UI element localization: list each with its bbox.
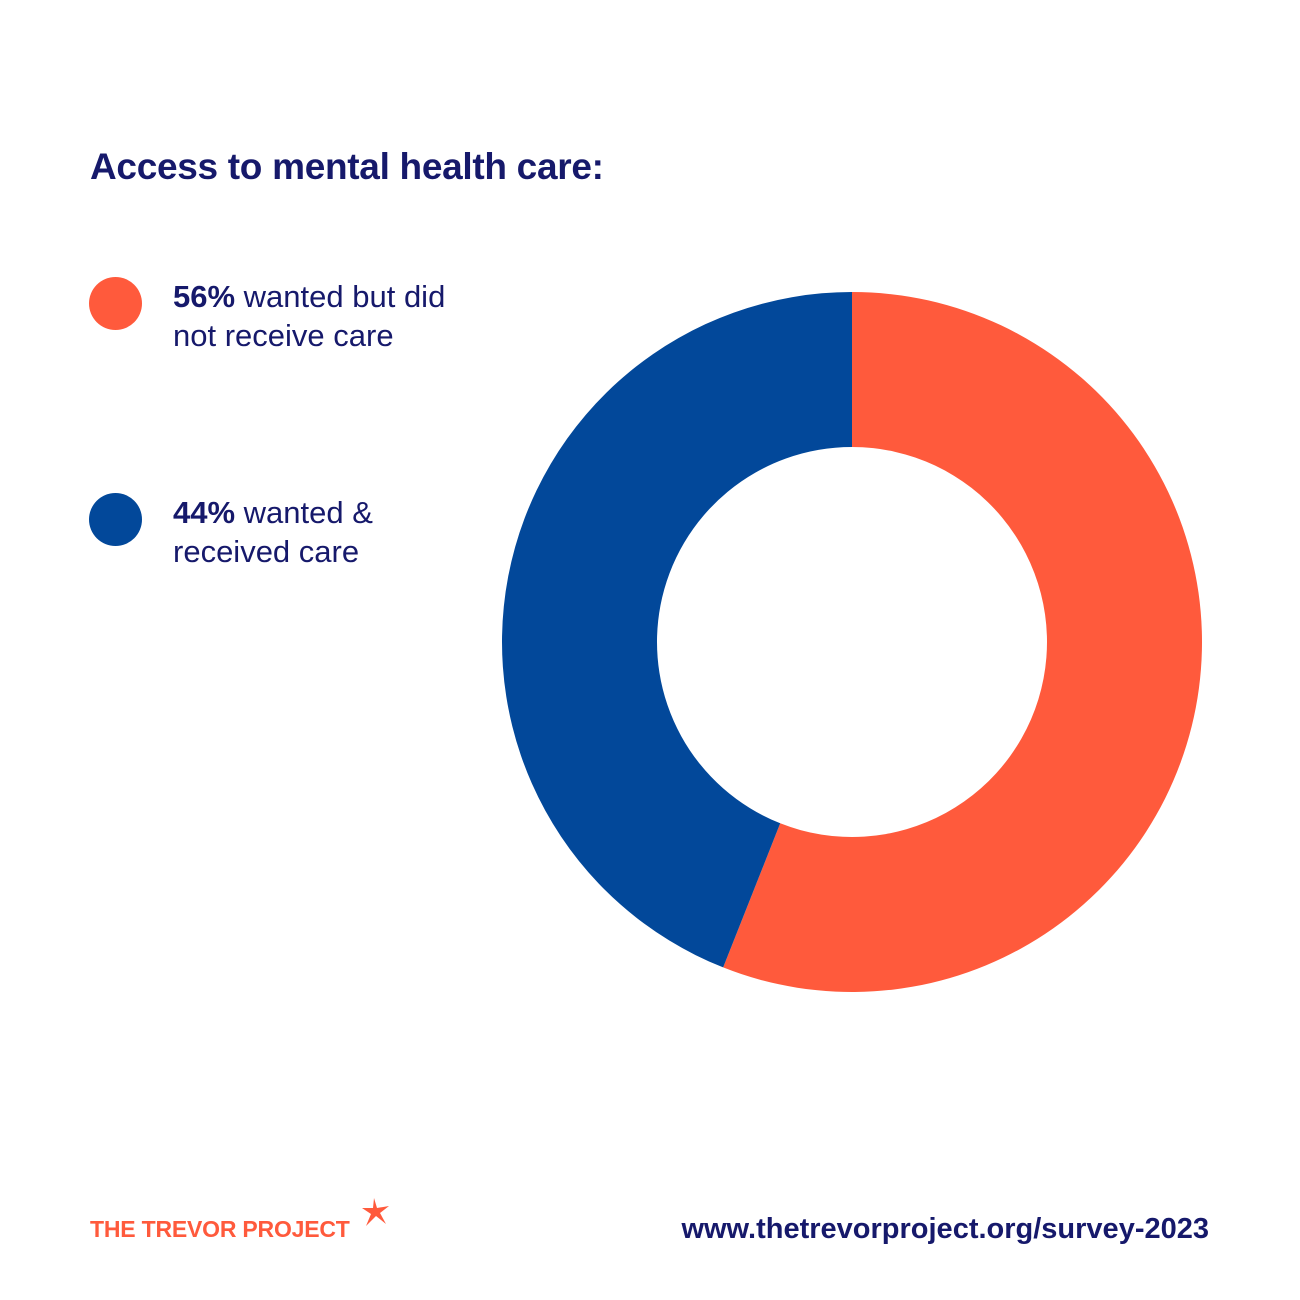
donut-slice-1 xyxy=(502,292,852,968)
legend-label: 56% wanted but did not receive care xyxy=(173,277,453,355)
donut-slices xyxy=(502,292,1202,992)
legend-percent: 56% xyxy=(173,279,236,314)
survey-url: www.thetrevorproject.org/survey-2023 xyxy=(681,1213,1209,1245)
legend-label: 44% wanted & received care xyxy=(173,493,453,571)
chart-title: Access to mental health care: xyxy=(90,146,604,187)
legend-swatch-blue xyxy=(89,493,142,546)
donut-chart xyxy=(502,292,1202,992)
logo-text: THE TREVOR PROJECT xyxy=(90,1216,350,1242)
legend-percent: 44% xyxy=(173,495,236,530)
legend-description: wanted but did not receive care xyxy=(173,279,446,353)
legend-swatch-orange xyxy=(89,277,142,330)
donut-slice-0 xyxy=(723,292,1202,992)
legend-description: wanted & received care xyxy=(173,495,373,569)
star-icon xyxy=(362,1198,389,1226)
trevor-project-logo: THE TREVOR PROJECT xyxy=(90,1196,410,1246)
